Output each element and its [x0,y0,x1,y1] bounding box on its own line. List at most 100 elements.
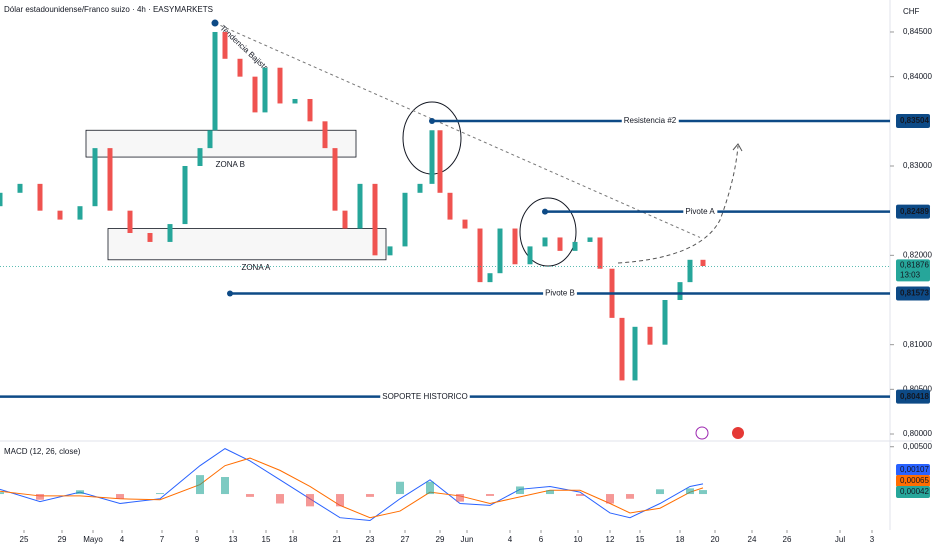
candle [252,76,258,113]
candle [587,237,593,242]
macd-tag-bg [896,464,930,476]
candle [77,206,83,220]
y-tick-label: 0,83000 [903,161,932,170]
x-tick-label: 26 [783,535,792,544]
y-tick-label: 0,81000 [903,340,932,349]
histogram-bar [546,490,554,495]
candle [17,183,23,193]
macd-line [0,457,704,519]
level-label: Pivote B [545,289,575,298]
last-price-tag-bg [896,259,930,282]
macd-tag: 0,00107 [900,465,929,474]
candle [147,232,153,242]
candle [222,31,228,59]
histogram-bar [456,494,464,502]
x-tick-label: 12 [606,535,615,544]
histogram-bar [486,494,494,496]
histogram-bar [606,494,614,504]
candle [372,183,378,256]
x-tick-label: 7 [160,535,165,544]
zone [107,228,387,261]
candle [429,130,435,184]
histogram-bar [221,477,229,495]
projection-path [617,145,739,264]
x-tick-label: 15 [636,535,645,544]
candle [37,183,43,211]
trendline-anchor [211,19,219,27]
candle [487,273,493,283]
histogram-bar [576,494,584,496]
y-tick-label: 0,82000 [903,250,932,259]
histogram-bar [36,494,44,500]
candle [307,98,313,122]
event-icon [695,426,709,440]
histogram-bar [246,494,254,497]
candle [417,183,423,193]
currency: CHF [903,7,920,16]
candle [462,219,468,229]
candle [212,31,218,131]
candle [437,130,443,193]
x-tick-label: 23 [366,535,375,544]
candle [677,282,683,301]
candle [512,228,518,265]
candle [322,121,328,149]
macd-title: MACD (12, 26, close) [4,447,81,456]
candle [662,300,668,345]
x-tick-label: 25 [20,535,29,544]
x-tick-label: 21 [333,535,342,544]
x-tick-label: Jul [835,535,845,544]
candle [647,326,653,345]
candle [182,165,188,225]
histogram-bar [196,475,204,495]
price-tag: 0,83504 [900,116,929,125]
candle [447,192,453,220]
trendline [214,22,701,238]
price-tag-bg [896,286,930,301]
candle [292,98,298,104]
candle [542,237,548,247]
candle [92,148,98,207]
x-tick-label: 24 [748,535,757,544]
candle [107,148,113,211]
y-tick-label: 0,80500 [903,384,932,393]
histogram-bar [306,494,314,507]
x-tick-label: 9 [195,535,200,544]
macd-tag-bg [896,486,930,498]
candle [497,228,503,274]
histogram-bar [516,486,524,495]
countdown: 13:03 [900,271,921,280]
y-tick-label: 0,84000 [903,72,932,81]
x-tick-label: 4 [508,535,513,544]
x-tick-label: 13 [229,535,238,544]
x-tick-label: 27 [401,535,410,544]
x-tick-label: 6 [539,535,544,544]
histogram-bar [276,494,284,504]
level-anchor [542,208,548,215]
level-label-bg [621,116,679,126]
last-price-tag: 0,81876 [900,261,929,270]
histogram-bar [699,490,707,495]
event-icon [732,427,744,439]
candle [342,210,348,229]
candle [197,148,203,166]
candle [597,237,603,269]
x-tick-label: 15 [262,535,271,544]
candle [687,259,693,283]
candle [632,326,638,381]
histogram-bar [626,494,634,499]
candle [700,259,706,267]
candle [332,148,338,211]
x-tick-label: 18 [676,535,685,544]
x-tick-label: 29 [436,535,445,544]
candle [557,237,563,251]
price-tag: 0,80418 [900,392,929,401]
x-tick-label: 3 [870,535,875,544]
candle [357,183,363,229]
histogram-bar [336,494,344,507]
y-tick-label: 0,84500 [903,27,932,36]
candle [237,58,243,77]
level-label: SOPORTE HISTORICO [382,392,468,401]
histogram-bar [156,493,164,495]
